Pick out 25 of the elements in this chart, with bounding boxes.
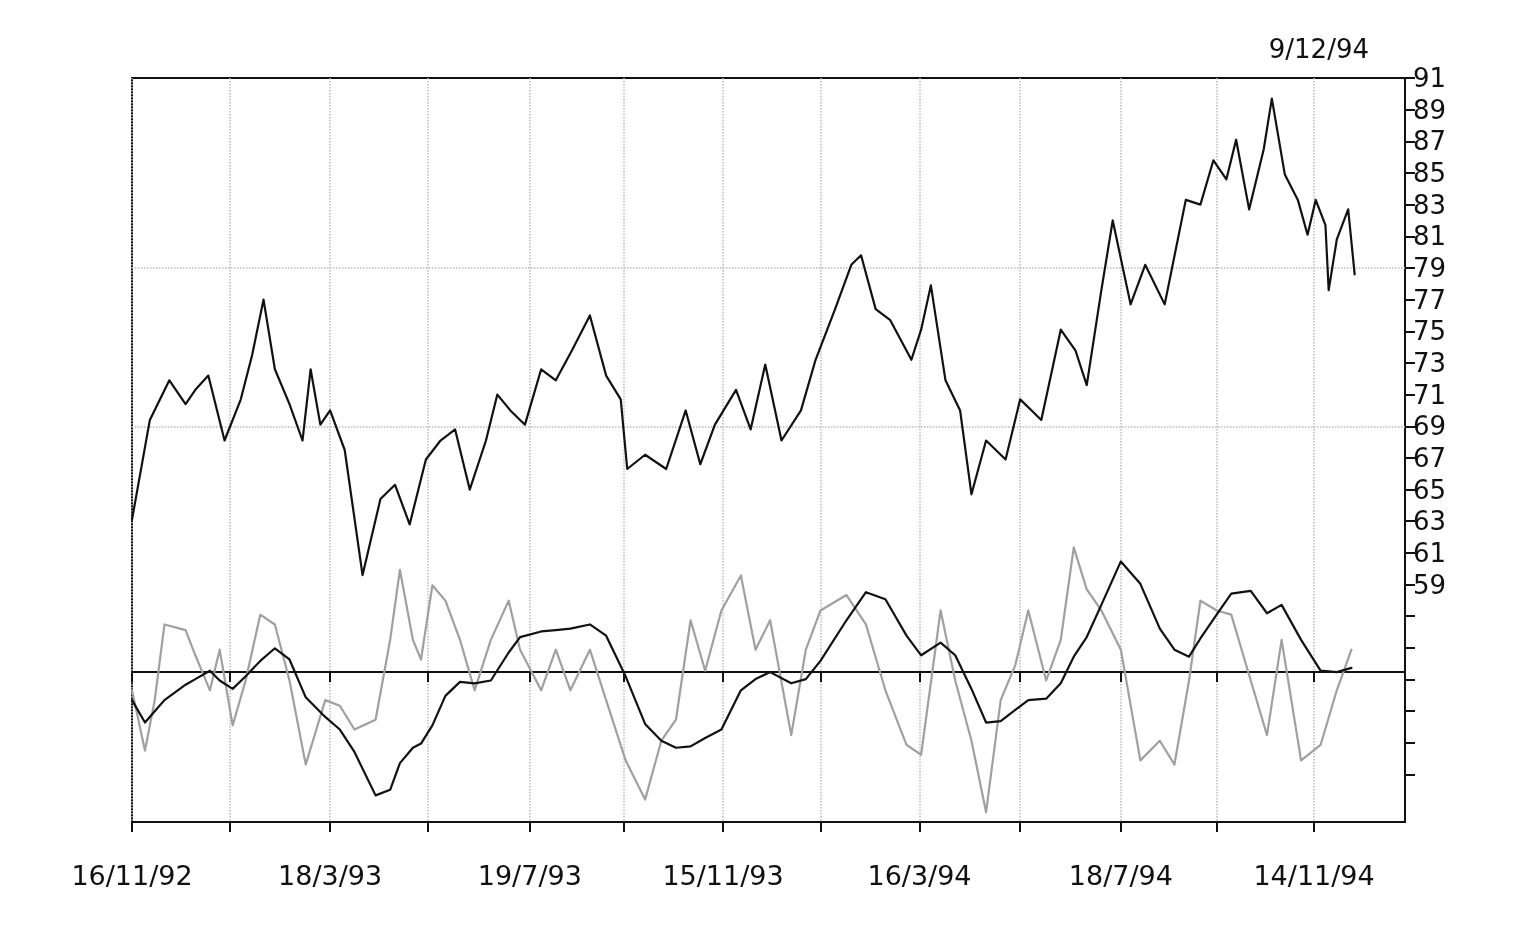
y-tick-label: 79 — [1413, 252, 1447, 283]
y-tick-label: 67 — [1413, 442, 1447, 473]
y-tick-label: 73 — [1413, 347, 1447, 378]
y-tick-label: 71 — [1413, 379, 1447, 410]
y-tick-label: 81 — [1413, 221, 1447, 252]
x-tick-label: 15/11/93 — [662, 860, 784, 891]
x-tick-label: 18/7/94 — [1068, 860, 1173, 891]
y-tick-label: 77 — [1413, 284, 1447, 315]
x-tick-label: 14/11/94 — [1253, 860, 1375, 891]
y-tick-label: 75 — [1413, 316, 1447, 347]
y-tick-label: 87 — [1413, 126, 1447, 157]
y-tick-label: 69 — [1413, 411, 1447, 442]
x-tick-label: 16/3/94 — [867, 860, 972, 891]
y-tick-label: 59 — [1413, 569, 1447, 600]
text: 9/12/94 — [1268, 34, 1369, 64]
y-tick-label: 89 — [1413, 94, 1447, 125]
y-tick-label: 61 — [1413, 537, 1447, 568]
y-tick-label: 63 — [1413, 506, 1447, 537]
x-tick-label: 16/11/92 — [71, 860, 193, 891]
y-tick-label: 83 — [1413, 189, 1447, 220]
y-tick-label: 91 — [1413, 63, 1447, 93]
x-tick-label: 18/3/93 — [278, 860, 383, 891]
x-tick-label: 19/7/93 — [477, 860, 582, 891]
y-tick-label: 85 — [1413, 157, 1447, 188]
y-tick-label: 65 — [1413, 474, 1447, 505]
